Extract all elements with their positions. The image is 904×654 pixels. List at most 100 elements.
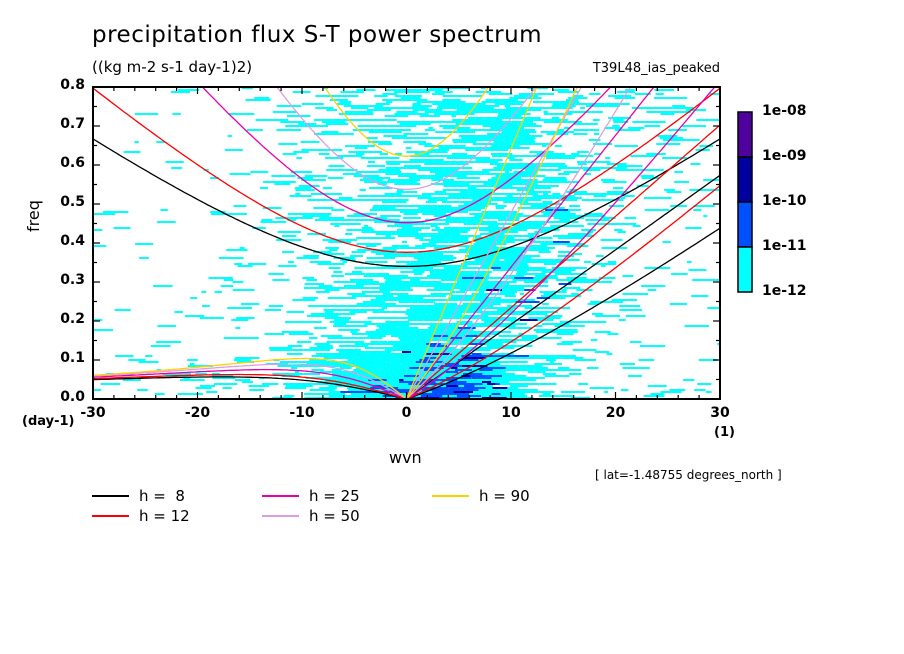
- power-cell: [374, 371, 385, 373]
- power-cell: [457, 383, 478, 385]
- power-cell: [431, 295, 447, 297]
- power-cell: [362, 119, 385, 121]
- power-cell: [519, 391, 539, 393]
- power-cell: [549, 131, 575, 133]
- power-cell: [408, 195, 432, 197]
- power-cell: [442, 127, 456, 129]
- power-cell: [501, 299, 511, 301]
- power-cell: [145, 355, 153, 357]
- power-cell: [338, 381, 361, 383]
- power-cell: [463, 357, 486, 359]
- power-cell: [356, 303, 368, 305]
- power-cell: [502, 375, 527, 377]
- power-cell: [440, 343, 463, 345]
- power-cell: [347, 377, 357, 379]
- power-cell: [487, 179, 503, 181]
- power-cell: [461, 375, 471, 377]
- power-cell: [476, 185, 494, 187]
- power-cell: [516, 383, 540, 385]
- power-cell: [437, 105, 460, 107]
- power-cell: [411, 355, 426, 357]
- power-cell: [528, 249, 550, 251]
- power-cell: [534, 325, 543, 327]
- power-cell: [538, 229, 560, 231]
- power-cell: [523, 281, 548, 283]
- power-cell: [512, 279, 538, 281]
- power-cell: [551, 357, 562, 359]
- power-cell: [507, 287, 525, 289]
- power-cell: [195, 387, 212, 389]
- power-cell: [413, 319, 424, 321]
- dispersion-ig-h50: [276, 87, 537, 191]
- power-cell: [521, 337, 542, 339]
- power-cell: [496, 241, 502, 243]
- power-cell: [608, 95, 632, 97]
- power-cell: [535, 313, 547, 315]
- power-cell: [371, 323, 390, 325]
- power-cell: [528, 121, 533, 123]
- power-cell: [332, 355, 357, 357]
- power-cell: [403, 343, 426, 345]
- power-cell: [631, 107, 654, 109]
- power-cell: [608, 117, 631, 119]
- power-cell: [466, 139, 487, 141]
- power-cell: [576, 289, 593, 291]
- power-cell: [381, 201, 407, 203]
- power-cell: [331, 369, 342, 371]
- dispersion-kelvin-h25: [405, 87, 655, 399]
- power-cell: [505, 173, 519, 175]
- power-cell: [491, 381, 496, 383]
- power-cell: [376, 325, 397, 327]
- power-cell: [448, 341, 458, 343]
- power-cell: [606, 191, 629, 193]
- power-cell: [469, 173, 481, 175]
- power-cell: [343, 341, 360, 343]
- power-cell: [518, 333, 524, 335]
- power-cell: [345, 233, 353, 235]
- power-cell: [530, 205, 548, 207]
- power-cell: [382, 99, 403, 101]
- power-cell: [415, 237, 424, 239]
- power-cell: [440, 355, 462, 357]
- power-cell: [452, 153, 468, 155]
- power-cell: [505, 281, 517, 283]
- dispersion-er-h25: [93, 368, 407, 399]
- power-cell: [372, 207, 396, 209]
- power-cell: [503, 133, 530, 135]
- power-cell: [160, 209, 168, 211]
- power-cell: [518, 123, 537, 125]
- power-cell: [406, 371, 416, 373]
- power-cell: [382, 293, 405, 295]
- power-cell: [476, 221, 498, 223]
- power-cell: [423, 307, 440, 309]
- power-cell: [474, 161, 499, 163]
- power-cell: [640, 175, 654, 177]
- power-cell: [456, 129, 472, 131]
- power-cell: [593, 143, 612, 145]
- power-cell: [548, 201, 553, 203]
- power-cell: [476, 205, 489, 207]
- power-cell: [453, 391, 474, 393]
- power-cell: [571, 235, 594, 237]
- power-cell: [395, 261, 411, 263]
- power-cell: [544, 375, 570, 377]
- power-cell: [590, 339, 598, 341]
- power-cell: [499, 255, 513, 257]
- power-cell: [432, 373, 443, 375]
- power-cell: [295, 321, 322, 323]
- power-cell: [435, 173, 454, 175]
- power-cell: [668, 111, 691, 113]
- power-cell: [624, 309, 643, 311]
- power-cell: [558, 367, 570, 369]
- power-cell: [399, 379, 404, 381]
- power-cell: [435, 227, 440, 229]
- power-cell: [557, 91, 579, 93]
- power-cell: [326, 353, 343, 355]
- power-cell: [490, 153, 513, 155]
- y-tick-label: 0.4: [60, 233, 85, 249]
- y-tick-label: 0.2: [60, 311, 85, 327]
- power-cell: [542, 203, 562, 205]
- power-cell: [449, 273, 475, 275]
- power-cell: [551, 267, 570, 269]
- power-cell: [249, 389, 264, 391]
